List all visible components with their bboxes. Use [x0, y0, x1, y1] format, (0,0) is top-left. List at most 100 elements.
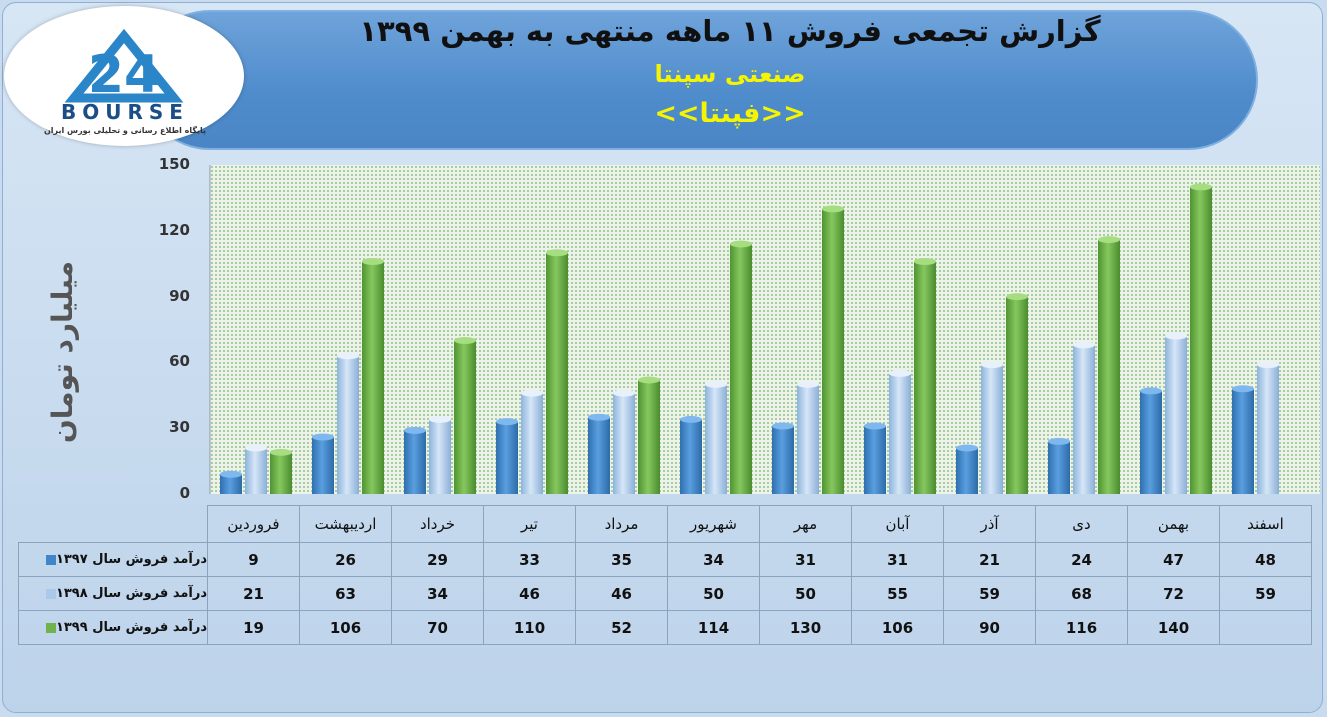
bar-cap-series-2 [1165, 332, 1187, 340]
data-label: 106 [851, 610, 944, 645]
y-tick-label: 90 [169, 286, 190, 305]
x-tick-label: خرداد [391, 505, 484, 543]
bar-cap-series-3 [1098, 236, 1120, 244]
bar-series-3 [914, 261, 936, 494]
data-label: 114 [667, 610, 760, 645]
bar-cap-series-2 [613, 389, 635, 397]
legend-label: درآمد فروش سال ۱۳۹۹ [55, 620, 207, 635]
data-label: 24 [1035, 542, 1128, 577]
data-label: 130 [759, 610, 852, 645]
logo-word: BOURSE [61, 100, 189, 124]
data-label: 47 [1127, 542, 1220, 577]
bar-series-3 [454, 340, 476, 494]
bar-cap-series-1 [312, 433, 334, 441]
bar-series-2 [1165, 336, 1187, 494]
data-label: 26 [299, 542, 392, 577]
bar-cap-series-1 [772, 422, 794, 430]
bar-series-3 [638, 379, 660, 494]
legend-swatch-icon [45, 588, 56, 599]
bar-series-2 [797, 384, 819, 494]
bar-series-2 [429, 419, 451, 494]
data-label: 50 [759, 576, 852, 611]
bar-cap-series-3 [730, 240, 752, 248]
bar-cap-series-3 [546, 249, 568, 257]
bar-series-2 [1257, 364, 1279, 494]
bar-cap-series-2 [705, 380, 727, 388]
bar-series-3 [270, 452, 292, 494]
bar-cap-series-2 [337, 352, 359, 360]
legend-label: درآمد فروش سال ۱۳۹۸ [55, 586, 207, 601]
bar-series-1 [864, 426, 886, 494]
table-corner [18, 505, 208, 543]
data-label: 52 [575, 610, 668, 645]
x-tick-label: مهر [759, 505, 852, 543]
y-tick-label: 60 [169, 352, 190, 371]
data-label: 31 [759, 542, 852, 577]
data-label: 106 [299, 610, 392, 645]
data-label: 35 [575, 542, 668, 577]
x-tick-label: تیر [483, 505, 576, 543]
legend-swatch-icon [45, 554, 56, 565]
title-banner [140, 10, 1258, 150]
x-tick-label: فروردین [207, 505, 300, 543]
data-label: 29 [391, 542, 484, 577]
bar-series-1 [312, 436, 334, 494]
bar-cap-series-2 [797, 380, 819, 388]
bar-series-1 [220, 474, 242, 494]
bar-series-3 [362, 261, 384, 494]
bar-cap-series-3 [914, 258, 936, 266]
x-tick-label: اردیبهشت [299, 505, 392, 543]
data-table: فروردین اردیبهشت خرداد تیر مرداد شهریور مهر آبا… [18, 505, 1312, 645]
bar-series-1 [588, 417, 610, 494]
x-tick-label: مرداد [575, 505, 668, 543]
bar-series-2 [981, 364, 1003, 494]
bar-series-3 [1006, 296, 1028, 494]
bar-series-1 [1232, 388, 1254, 494]
legend-entry: درآمد فروش سال ۱۳۹۹ [18, 610, 208, 645]
bar-cap-series-1 [220, 470, 242, 478]
bar-series-1 [496, 421, 518, 494]
bar-series-2 [705, 384, 727, 494]
bar-series-1 [1140, 390, 1162, 494]
bar-cap-series-1 [680, 415, 702, 423]
bar-cap-series-3 [270, 448, 292, 456]
data-label: 46 [575, 576, 668, 611]
legend-entry: درآمد فروش سال ۱۳۹۷ [18, 542, 208, 577]
chart-subtitle-symbol: <<فپنتا>> [654, 98, 806, 129]
data-label: 110 [483, 610, 576, 645]
legend-swatch-icon [45, 622, 56, 633]
data-label: 21 [943, 542, 1036, 577]
bar-series-1 [680, 419, 702, 494]
bar-cap-series-1 [956, 444, 978, 452]
chart-subtitle-industry: صنعتی سپنتا [654, 60, 806, 88]
bar-series-1 [956, 447, 978, 494]
bar-cap-series-2 [889, 369, 911, 377]
x-tick-label: اسفند [1219, 505, 1312, 543]
data-label [1219, 610, 1312, 645]
y-tick-label: 120 [158, 220, 190, 239]
bar-cap-series-2 [981, 361, 1003, 369]
y-tick-label: 0 [179, 484, 190, 502]
legend-label: درآمد فروش سال ۱۳۹۷ [55, 552, 207, 567]
data-label: 21 [207, 576, 300, 611]
data-label: 90 [943, 610, 1036, 645]
bar-cap-series-1 [864, 422, 886, 430]
bar-cap-series-3 [638, 376, 660, 384]
bar-cap-series-1 [1140, 387, 1162, 395]
bar-series-2 [1073, 344, 1095, 494]
x-tick-label: دی [1035, 505, 1128, 543]
y-tick-label: 30 [169, 418, 190, 437]
data-label: 31 [851, 542, 944, 577]
chart-title: گزارش تجمعی فروش ۱۱ ماهه منتهی به بهمن ۱… [359, 14, 1101, 48]
bar-series-1 [1048, 441, 1070, 494]
bar-cap-series-2 [429, 415, 451, 423]
plot-area [210, 165, 1320, 494]
data-label: 9 [207, 542, 300, 577]
data-label: 55 [851, 576, 944, 611]
data-label: 48 [1219, 542, 1312, 577]
data-label: 59 [1219, 576, 1312, 611]
bar-cap-series-1 [1232, 385, 1254, 393]
y-tick-label: 150 [158, 155, 190, 173]
bar-cap-series-3 [1190, 183, 1212, 191]
bar-series-2 [521, 393, 543, 494]
